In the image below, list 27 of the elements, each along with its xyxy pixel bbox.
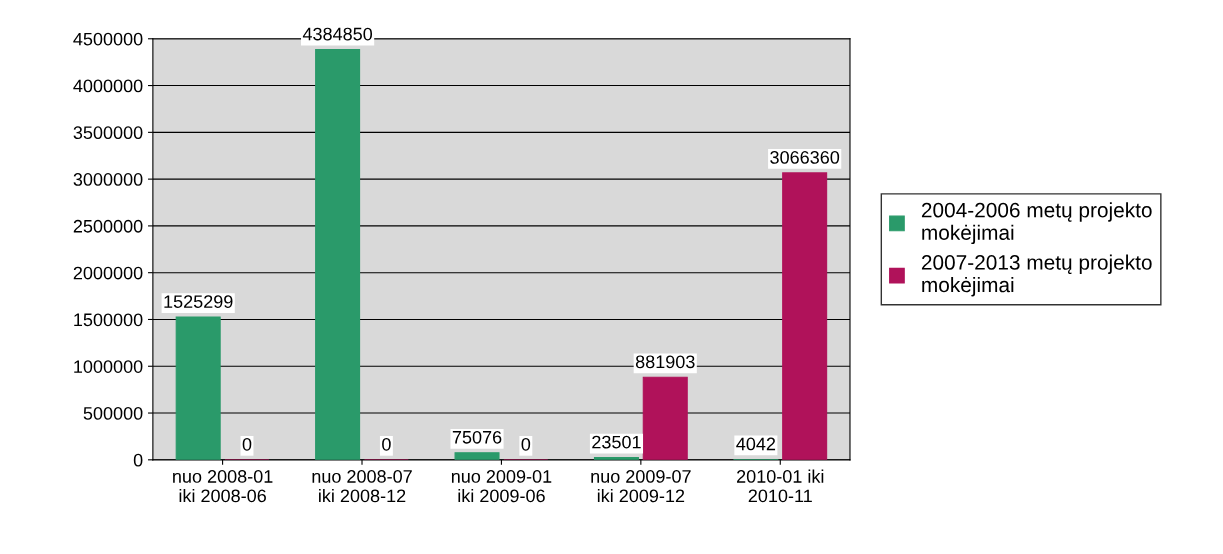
y-tick-label: 1000000 <box>74 360 143 373</box>
data-label: 0 <box>521 437 531 451</box>
y-tick-label: 0 <box>133 453 143 467</box>
y-tick-label: 3000000 <box>73 173 143 186</box>
x-tick-label: nuo 2008-01 iki 2008-06 <box>173 470 273 503</box>
data-label: 4384850 <box>302 27 373 41</box>
data-label: 0 <box>382 437 391 451</box>
y-tick-label: 2000000 <box>73 266 143 280</box>
y-tick-label: 500000 <box>83 406 143 420</box>
data-label: 881903 <box>635 355 695 369</box>
y-tick-label: 4000000 <box>73 79 143 93</box>
x-tick-label: nuo 2009-07 iki 2009-12 <box>591 470 691 503</box>
x-tick-label: 2010-01 iki 2010-11 <box>737 469 824 503</box>
data-label: 1525299 <box>164 295 233 308</box>
legend-label: 2007-2013 metų projekto mokėjimai <box>921 254 1152 297</box>
x-tick-label: nuo 2009-01 iki 2009-06 <box>451 470 552 503</box>
y-tick-label: 4500000 <box>73 32 143 46</box>
data-label: 0 <box>242 437 252 451</box>
data-label: 23501 <box>592 435 641 449</box>
data-label: 4042 <box>736 437 776 451</box>
data-label: 3066360 <box>770 151 840 164</box>
legend-label: 2004-2006 metų projekto mokėjimai <box>921 202 1152 245</box>
y-tick-label: 1500000 <box>74 313 143 327</box>
data-label: 75076 <box>452 430 502 444</box>
y-tick-label: 2500000 <box>73 219 143 233</box>
y-tick-label: 3500000 <box>73 126 143 140</box>
x-tick-label: nuo 2008-07 iki 2008-12 <box>312 470 412 503</box>
